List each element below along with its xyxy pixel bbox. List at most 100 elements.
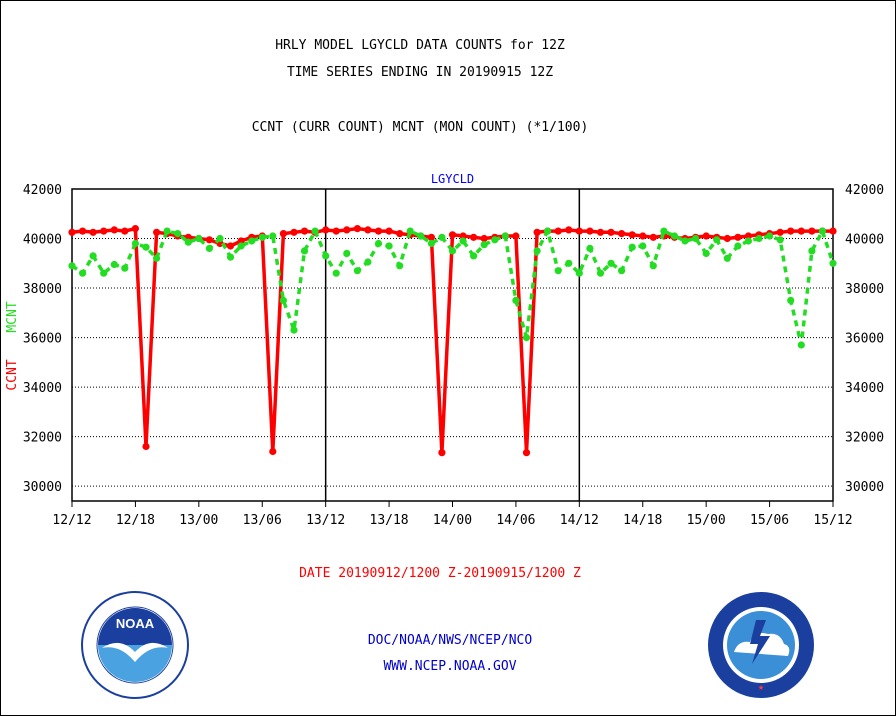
data-point-ccnt [565,226,573,234]
data-point-ccnt [533,228,541,236]
data-point-ccnt [353,225,361,233]
y-tick-label-left: 40000 [23,233,62,248]
data-point-mcnt [237,242,245,250]
data-point-ccnt [787,227,795,235]
data-point-mcnt [290,326,298,334]
data-point-mcnt [723,254,731,262]
y-tick-label-right: 42000 [845,183,884,198]
data-point-mcnt [766,232,774,240]
data-point-ccnt [575,227,583,235]
noaa-logo-text: NOAA [116,616,155,631]
data-point-ccnt [343,226,351,234]
data-point-mcnt [385,242,393,250]
org-line[interactable]: DOC/NOAA/NWS/NCEP/NCO [367,633,533,648]
data-point-mcnt [818,227,827,235]
data-point-mcnt [300,247,309,255]
data-point-mcnt [470,252,478,260]
noaa-logo: NOAA [81,591,189,699]
x-tick-label: 14/12 [560,513,599,528]
data-point-mcnt [607,259,615,267]
x-tick-label: 12/18 [116,513,155,528]
data-point-ccnt [628,231,636,239]
data-point-mcnt [776,236,784,244]
y-tick-label-right: 36000 [845,332,884,347]
data-point-mcnt [533,247,541,255]
data-point-ccnt [744,232,753,240]
data-point-mcnt [269,232,277,240]
data-point-mcnt [311,227,319,235]
data-point-ccnt [290,228,298,236]
x-tick-label: 15/12 [813,513,852,528]
data-point-mcnt [734,242,742,250]
data-point-ccnt [142,442,150,451]
data-point-mcnt [459,237,467,245]
data-point-ccnt [322,226,330,234]
data-point-mcnt [438,233,446,241]
data-point-mcnt [744,237,753,245]
y-tick-label-left: 42000 [23,183,62,198]
data-point-mcnt [512,296,520,304]
y-tick-label-right: 32000 [845,431,884,446]
data-point-mcnt [89,252,97,260]
data-point-ccnt [618,230,626,238]
data-point-mcnt [79,269,87,277]
x-tick-label: 13/00 [179,513,218,528]
data-point-mcnt [121,264,129,272]
data-point-mcnt [364,258,372,266]
data-point-mcnt [100,269,108,277]
data-point-ccnt [332,227,340,235]
y-tick-label-left: 32000 [23,431,62,446]
ncep-url-link[interactable]: WWW.NCEP.NOAA.GOV [383,659,517,674]
data-point-mcnt [184,238,192,246]
data-point-ccnt [639,232,647,240]
data-point-mcnt [332,269,340,277]
y-axis-label-mcnt: MCNT [5,301,20,332]
data-point-ccnt [448,231,457,239]
data-point-mcnt [374,239,383,248]
data-point-mcnt [491,236,499,244]
svg-text:★: ★ [758,682,764,693]
data-point-mcnt [586,244,594,252]
x-tick-label: 14/00 [433,513,472,528]
data-point-mcnt [713,236,721,244]
data-point-mcnt [226,253,235,261]
data-point-mcnt [216,234,224,243]
title-line-1: HRLY MODEL LGYCLD DATA COUNTS for 12Z [275,38,565,53]
data-point-mcnt [829,259,837,267]
data-point-ccnt [438,449,446,457]
data-point-ccnt [797,227,805,235]
data-point-ccnt [607,228,615,236]
y-axis-label-ccnt: CCNT [5,359,20,390]
data-point-ccnt [100,227,108,235]
x-tick-label: 15/00 [687,513,726,528]
data-point-ccnt [110,226,118,234]
x-tick-label: 14/18 [623,513,662,528]
title-line-2: TIME SERIES ENDING IN 20190915 12Z [286,65,554,80]
y-tick-label-left: 36000 [23,332,62,347]
data-point-mcnt [142,243,150,251]
data-point-ccnt [702,232,710,240]
data-point-mcnt [565,259,573,267]
data-point-mcnt [618,267,626,275]
x-tick-label: 13/06 [243,513,282,528]
data-point-mcnt [575,269,583,277]
data-point-mcnt [755,234,763,243]
data-point-ccnt [396,230,404,238]
chart-title: LGYCLD [431,172,474,186]
y-tick-label-right: 30000 [845,480,884,495]
data-point-mcnt [554,267,562,275]
data-point-ccnt [226,242,235,250]
data-point-ccnt [586,227,594,235]
data-point-ccnt [205,236,213,244]
data-point-mcnt [68,262,76,270]
data-point-mcnt [649,262,657,270]
data-point-mcnt [681,237,689,245]
y-tick-label-left: 30000 [23,480,62,495]
data-point-mcnt [596,269,605,277]
data-point-mcnt [628,243,636,251]
data-point-ccnt [79,227,87,235]
data-point-mcnt [670,232,679,240]
data-point-ccnt [522,449,531,457]
data-point-mcnt [353,267,361,275]
data-point-mcnt [163,227,171,235]
